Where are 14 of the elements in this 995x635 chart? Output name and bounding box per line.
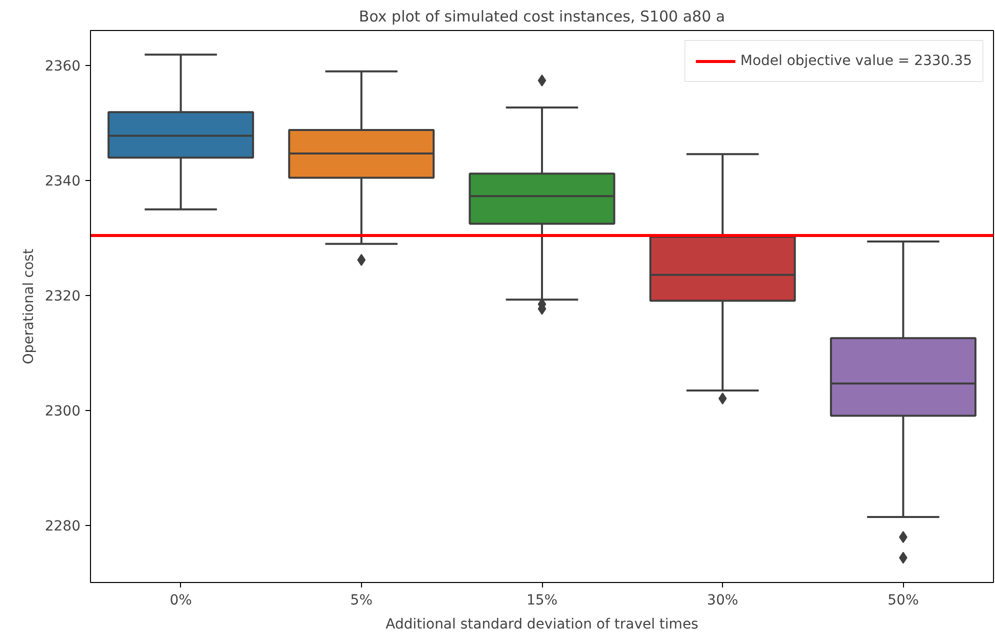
x-tick-label: 30% — [707, 592, 738, 608]
x-tick-label: 0% — [170, 592, 192, 608]
y-tick-label: 2360 — [44, 58, 81, 74]
y-tick-label: 2340 — [44, 174, 81, 190]
y-tick-label: 2320 — [44, 288, 81, 304]
y-axis-title: Operational cost — [20, 248, 37, 364]
x-axis-title: Additional standard deviation of travel times — [386, 616, 698, 632]
x-tick-label: 15% — [526, 592, 558, 608]
y-tick-label: 2300 — [44, 404, 81, 420]
x-tick-label: 50% — [888, 592, 919, 608]
chart-title: Box plot of simulated cost instances, S100 a80 a — [358, 8, 726, 26]
legend-label: Model objective value = 2330.35 — [740, 53, 972, 69]
x-tick-label: 5% — [350, 592, 373, 608]
y-tick-label: 2280 — [44, 518, 81, 534]
